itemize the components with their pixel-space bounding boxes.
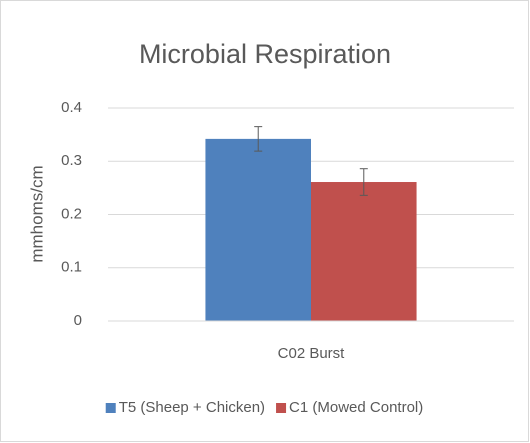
legend-swatch: [105, 403, 116, 413]
chart-title: Microbial Respiration: [139, 39, 391, 69]
y-axis-label: mmhoms/cm: [27, 165, 46, 262]
bar: [311, 182, 417, 321]
y-tick-label: 0: [74, 312, 82, 329]
error-bar: [254, 126, 263, 152]
y-tick-label: 0.4: [61, 99, 82, 116]
x-tick-label: C02 Burst: [278, 345, 346, 362]
bar: [205, 138, 311, 321]
error-bar: [359, 168, 368, 196]
legend-label: C1 (Mowed Control): [289, 399, 423, 416]
legend-label: T5 (Sheep + Chicken): [119, 399, 265, 416]
y-tick-label: 0.1: [61, 259, 82, 276]
legend-swatch: [276, 403, 287, 413]
y-tick-label: 0.2: [61, 205, 82, 222]
y-tick-label: 0.3: [61, 152, 82, 169]
